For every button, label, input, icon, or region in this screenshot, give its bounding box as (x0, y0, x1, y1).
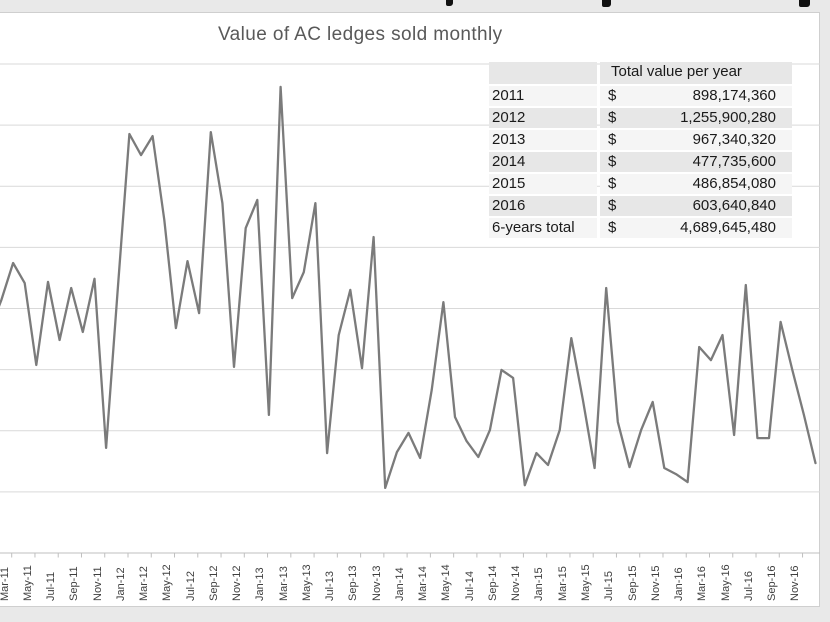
table-row-value: $ 486,854,080 (600, 174, 792, 194)
table-row-value: $ 4,689,645,480 (600, 218, 792, 238)
x-axis-label: Nov-11 (91, 566, 104, 601)
x-axis-label: Jul-11 (45, 571, 58, 601)
x-axis-label: May-13 (300, 564, 313, 601)
currency-symbol: $ (608, 175, 617, 192)
table-row-value: $ 477,735,600 (600, 152, 792, 172)
currency-symbol: $ (608, 131, 617, 148)
totals-table: Total value per year 2011 $ 898,174,360 … (489, 62, 792, 238)
chart-title: Value of AC ledges sold monthly (218, 24, 503, 45)
x-axis-label: Jan-15 (533, 567, 546, 601)
clipped-title-fragment (602, 0, 611, 7)
x-axis-label: Jul-13 (324, 571, 337, 601)
table-row-value: $ 967,340,320 (600, 130, 792, 150)
x-axis-label: Nov-14 (510, 565, 523, 601)
table-row-label: 6-years total (489, 218, 597, 238)
currency-symbol: $ (608, 109, 617, 126)
table-corner-cell (489, 62, 597, 84)
table-row-label: 2014 (489, 152, 597, 172)
x-axis-label: Mar-11 (0, 566, 11, 601)
table-row-label: 2012 (489, 108, 597, 128)
x-axis-label: Jul-15 (603, 571, 616, 601)
x-axis-label: Mar-15 (556, 566, 569, 601)
x-axis-label: Mar-16 (696, 566, 709, 601)
clipped-title-fragment (446, 0, 453, 6)
amount: 486,854,080 (692, 175, 776, 192)
x-axis-label: May-11 (21, 565, 34, 601)
x-axis-label: Mar-12 (138, 566, 151, 601)
x-axis-label: Jan-16 (673, 567, 686, 601)
x-axis-label: Sep-11 (68, 566, 81, 601)
x-axis-label: Jul-16 (742, 571, 755, 601)
x-axis-label: Jan-12 (114, 567, 127, 601)
x-axis-label: May-14 (440, 564, 453, 601)
x-axis-label: Jan-14 (393, 567, 406, 601)
table-row-label: 2011 (489, 86, 597, 106)
x-axis-label: Sep-15 (626, 565, 639, 601)
x-axis-label: May-16 (719, 564, 732, 601)
series-line (0, 85, 817, 490)
x-axis-label: Jul-14 (463, 571, 476, 601)
clipped-title-fragment (799, 0, 810, 7)
x-axis-label: Sep-16 (766, 565, 779, 601)
x-axis-label: Sep-13 (347, 565, 360, 601)
x-axis-label: Nov-16 (789, 565, 802, 601)
x-axis-label: Nov-13 (370, 565, 383, 601)
table-header-cell: Total value per year (600, 62, 792, 84)
amount: 4,689,645,480 (680, 219, 776, 236)
x-axis-label: Nov-12 (231, 565, 244, 601)
table-row-value: $ 603,640,840 (600, 196, 792, 216)
currency-symbol: $ (608, 219, 617, 236)
x-axis-label: Mar-13 (277, 566, 290, 601)
currency-symbol: $ (608, 153, 617, 170)
x-axis-label: Nov-15 (649, 565, 662, 601)
x-axis-label: Jan-13 (254, 567, 267, 601)
x-axis-label: Sep-14 (486, 565, 499, 601)
currency-symbol: $ (608, 197, 617, 214)
table-row-label: 2016 (489, 196, 597, 216)
currency-symbol: $ (608, 87, 617, 104)
x-axis-label: Jul-12 (184, 571, 197, 601)
amount: 898,174,360 (692, 87, 776, 104)
amount: 967,340,320 (692, 131, 776, 148)
table-row-value: $ 1,255,900,280 (600, 108, 792, 128)
x-axis-label: Mar-14 (417, 566, 430, 601)
amount: 477,735,600 (692, 153, 776, 170)
x-axis-label: May-15 (580, 564, 592, 601)
amount: 1,255,900,280 (680, 109, 776, 126)
amount: 603,640,840 (692, 197, 776, 214)
table-row-label: 2015 (489, 174, 597, 194)
x-axis-label: Sep-12 (207, 565, 220, 601)
table-row-value: $ 898,174,360 (600, 86, 792, 106)
x-axis-label: May-12 (161, 564, 174, 601)
table-row-label: 2013 (489, 130, 597, 150)
